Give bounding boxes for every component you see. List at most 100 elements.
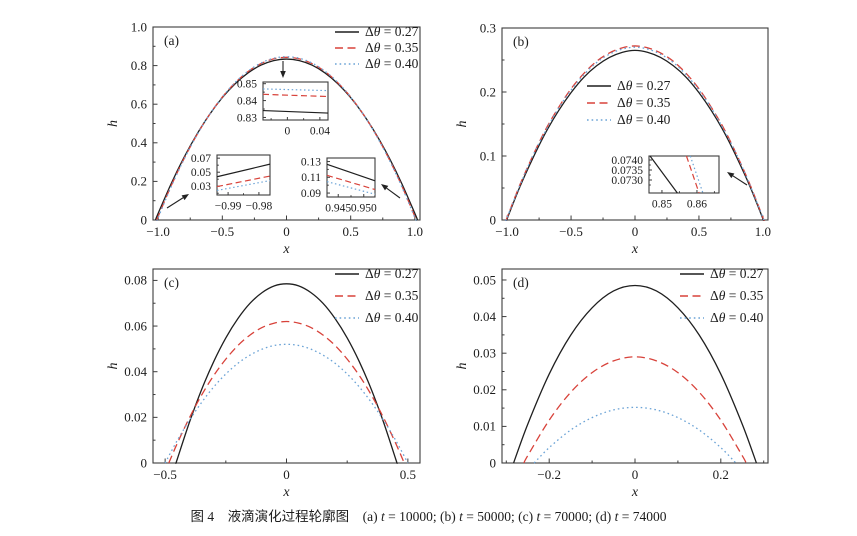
caption-text: = 50000; (c) [462,509,537,524]
y-axis-label: h [455,363,470,370]
legend-label: Δθ = 0.40 [365,56,419,71]
legend: Δθ = 0.27 Δθ = 0.35 Δθ = 0.40 [587,78,671,127]
inset-line-blue [326,181,376,195]
ticks [502,279,765,464]
caption-text: = 74000 [618,509,667,524]
label: 0.85 [652,199,672,211]
label: 0.0730 [611,175,643,187]
legend-label: Δθ = 0.35 [710,288,764,303]
caption-text: 图 4 液滴演化过程轮廓图 (a) [190,509,381,524]
label: 0 [632,467,639,482]
legend-label: Δθ = 0.27 [365,24,419,39]
label: −0.5 [211,224,235,239]
label: 0.8 [131,58,147,73]
axes-box [326,157,376,198]
series-red [155,56,418,221]
legend-label: Δθ = 0.40 [365,310,419,325]
legend: Δθ = 0.27 Δθ = 0.35 Δθ = 0.40 [680,266,764,325]
label: 0.5 [343,224,359,239]
inset-line-blue [216,180,271,192]
label: 0.05 [191,167,211,179]
axes-box [648,155,720,194]
label: 0 [285,126,291,138]
series-black [175,283,398,464]
subplot-d: −0.2 0 0.2 0 0.01 0.02 0.03 0.04 0.05 (d) x h Δθ = 0… [455,266,769,500]
label: 0.5 [400,467,416,482]
ticks [263,83,321,120]
caption-math-var: t [380,509,385,524]
y-axis-label: h [106,120,121,127]
label: 0 [490,212,497,227]
label: 0.08 [124,273,147,288]
label: −1.0 [146,224,170,239]
y-axis-label: h [455,121,470,128]
annotation-arrowhead [181,194,189,201]
y-axis-label: h [106,363,121,370]
series-red [168,320,405,464]
label: 0.2 [131,174,147,189]
caption-math-var: t [614,509,619,524]
inset-line-red [262,93,329,98]
annotation-arrowhead [381,184,389,191]
label: 0.06 [124,318,147,333]
label: 0.07 [191,153,211,165]
series-black [505,49,765,221]
label: 0 [490,455,497,470]
label: 0.11 [301,172,321,184]
x-axis-label: x [631,242,639,257]
legend-label: Δθ = 0.27 [617,78,671,93]
label: −0.99 [215,201,242,213]
label: 0.83 [237,112,257,124]
series-blue [156,56,417,221]
series-red [505,45,765,221]
label: 1.0 [755,224,771,239]
annotation-arrow [386,187,401,199]
ticks [217,157,260,195]
label: 0.6 [131,96,148,111]
caption-text: = 10000; (b) [384,509,460,524]
label: 0.1 [480,148,496,163]
annotation-arrow [166,197,184,209]
label: 0.01 [473,419,496,434]
inset-line-red [326,174,376,191]
label: 0.945 [325,203,351,215]
series-blue [164,343,409,464]
subplot-tag: (d) [513,275,529,290]
ticks [153,279,409,464]
annotation-arrowhead [280,71,286,78]
series-black [512,284,758,464]
label: 0.09 [301,188,321,200]
label: 0.04 [310,126,330,138]
inset-line-red [685,155,700,194]
label: 0.03 [473,345,496,360]
label: 0.3 [480,20,496,35]
figure-caption: 图 4 液滴演化过程轮廓图 (a) t = 10000; (b) t = 500… [0,505,857,525]
series-blue [533,406,737,464]
label: 0.02 [473,382,496,397]
annotation-arrowhead [727,172,735,179]
label: 0.2 [480,84,496,99]
caption-math-var: t [536,509,541,524]
label: 0.0735 [611,165,643,177]
legend-label: Δθ = 0.35 [365,40,419,55]
series-blue [505,46,765,221]
legend: Δθ = 0.27 Δθ = 0.35 Δθ = 0.40 [335,266,419,325]
label: −0.98 [246,201,273,213]
label: 0 [141,212,148,227]
ticks [649,159,715,193]
legend-label: Δθ = 0.40 [617,112,671,127]
legend-label: Δθ = 0.27 [365,266,419,281]
inset-line-black [262,109,329,114]
label: 0.02 [124,410,147,425]
subplot-tag: (b) [513,34,529,49]
inset-line-black [326,163,376,182]
label: 0.05 [473,272,496,287]
label: −0.5 [559,224,583,239]
label: 0 [141,455,148,470]
label: 0.4 [131,135,148,150]
label: 0.04 [473,309,496,324]
label: −0.2 [537,467,561,482]
annotation-arrow [732,175,748,186]
legend-label: Δθ = 0.27 [710,266,764,281]
